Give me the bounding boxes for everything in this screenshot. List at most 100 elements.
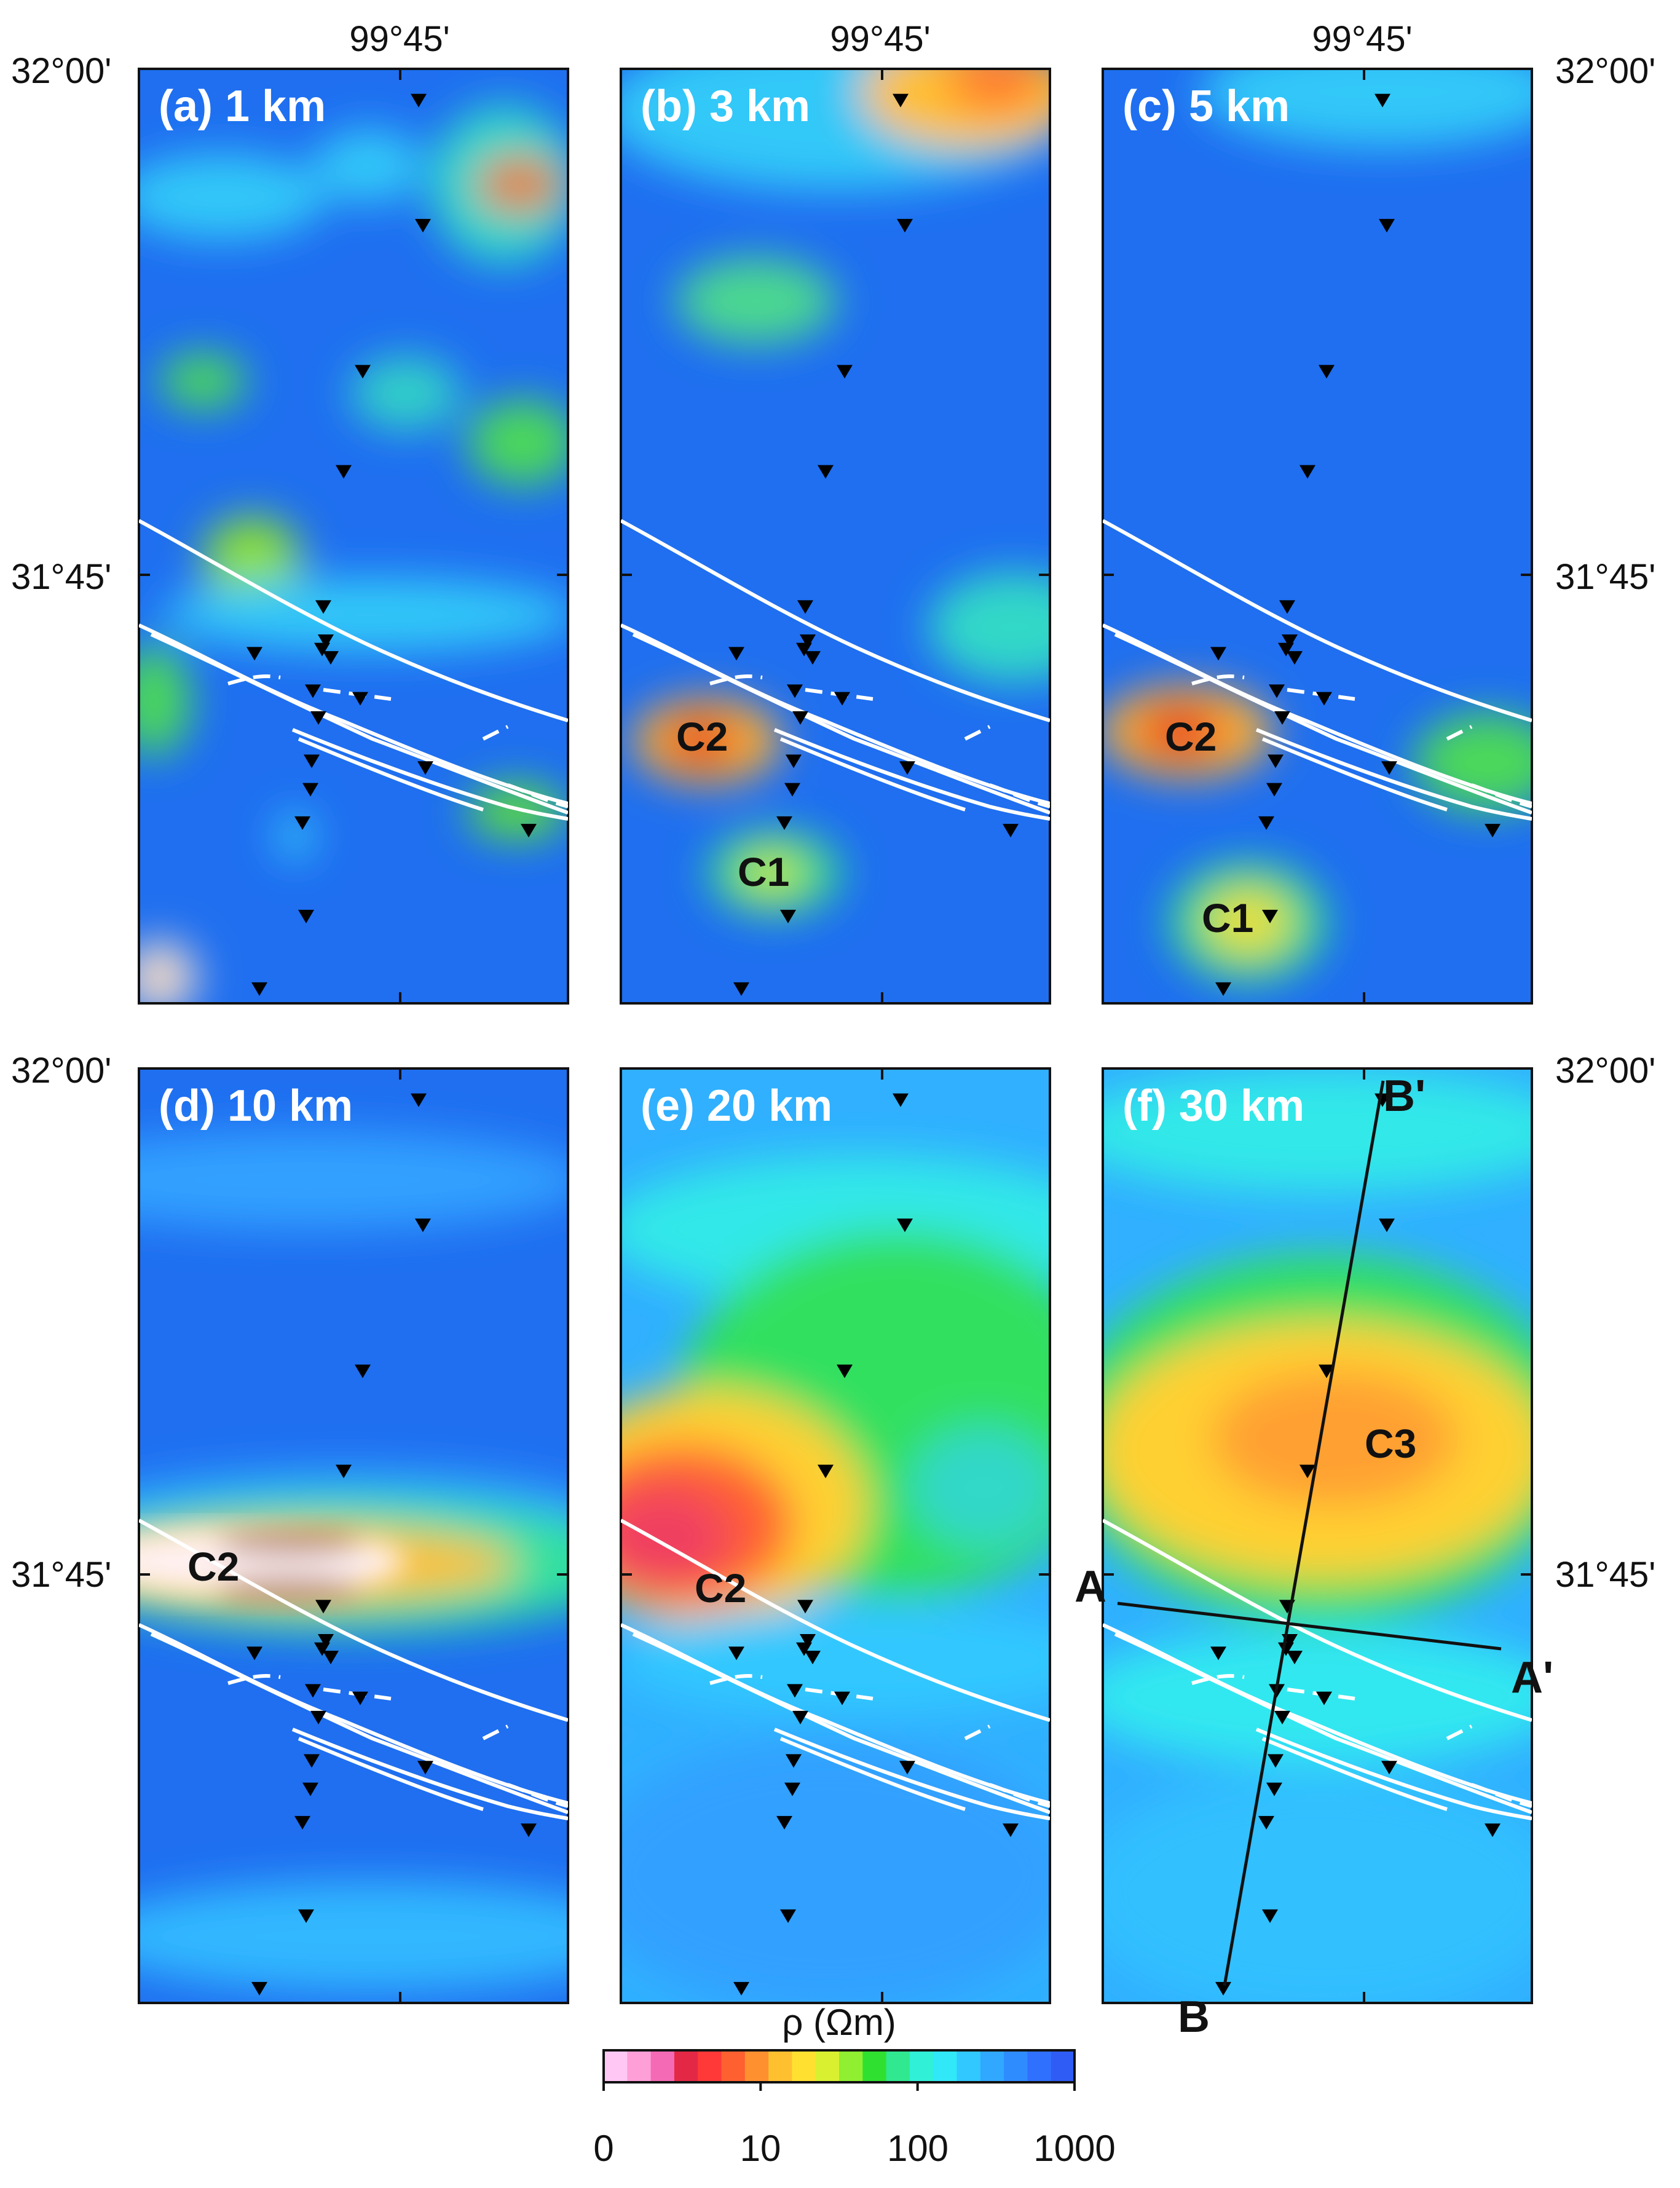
station-marker <box>110 539 126 552</box>
station-marker <box>1258 1815 1274 1830</box>
profile-b-start-label: B <box>1178 1993 1210 2042</box>
profile-line-a <box>1117 1602 1502 1651</box>
panel-d-label: (d) 10 km <box>159 1081 353 1131</box>
panel-e-overlay <box>621 1068 1050 2003</box>
latitude-label-right-mid-2: 31°45' <box>1555 1555 1656 1595</box>
colorbar-swatch <box>815 2050 840 2082</box>
latitude-label-left-mid: 31°45' <box>11 557 112 597</box>
station-marker <box>298 909 314 923</box>
station-marker <box>415 1218 431 1233</box>
station-marker <box>415 219 431 233</box>
station-marker <box>323 651 339 665</box>
station-marker <box>797 1600 813 1614</box>
station-marker <box>899 761 915 775</box>
station-marker <box>1268 1754 1284 1768</box>
fault-trace <box>1114 1632 1532 1814</box>
fault-trace <box>964 1724 991 1740</box>
station-marker <box>1299 465 1315 479</box>
station-marker <box>1278 642 1294 657</box>
colorbar <box>602 2049 1076 2091</box>
fault-trace <box>621 1623 1050 1805</box>
latitude-label-right-top-2: 32°00' <box>1555 1051 1656 1091</box>
fault-trace <box>507 1783 568 1808</box>
station-marker <box>355 1364 371 1378</box>
station-marker <box>298 1909 314 1923</box>
fault-trace <box>1103 519 1532 722</box>
colorbar-swatch <box>792 2050 816 2082</box>
fault-trace <box>139 519 568 722</box>
station-marker <box>1266 783 1282 797</box>
fault-trace <box>632 1632 1050 1814</box>
station-marker <box>796 642 812 657</box>
station-marker <box>302 783 318 797</box>
station-marker <box>1316 692 1332 706</box>
fault-trace <box>1471 783 1532 808</box>
fault-trace <box>964 725 991 741</box>
station-marker <box>1003 824 1019 838</box>
station-marker <box>837 1364 853 1378</box>
latitude-label-right-top: 32°00' <box>1555 51 1656 91</box>
station-marker <box>251 982 267 996</box>
station-marker <box>1274 1710 1290 1724</box>
station-marker <box>1274 711 1290 725</box>
panel-a-label: (a) 1 km <box>159 82 326 131</box>
panel-f-label: (f) 30 km <box>1122 1081 1305 1131</box>
anomaly-label-d-c2: C2 <box>187 1544 240 1589</box>
station-marker <box>521 824 537 838</box>
fault-trace <box>1446 725 1473 741</box>
colorbar-tick-100: 100 <box>886 2128 949 2169</box>
station-marker <box>314 642 330 657</box>
colorbar-swatch <box>839 2050 863 2082</box>
station-marker <box>1279 600 1295 614</box>
colorbar-swatch <box>721 2050 746 2082</box>
fault-trace <box>989 783 1050 808</box>
station-marker <box>1316 1691 1332 1705</box>
panel-d-overlay <box>139 1068 568 2003</box>
station-marker <box>315 600 331 614</box>
station-marker <box>323 1651 339 1665</box>
colorbar-swatch <box>768 2050 792 2082</box>
station-marker <box>796 1642 812 1656</box>
station-marker <box>1379 1218 1395 1233</box>
station-marker <box>1287 651 1303 665</box>
fault-trace <box>291 728 568 821</box>
fault-trace <box>482 725 509 741</box>
fault-trace <box>621 623 1050 805</box>
panel-d-map <box>139 1068 568 2003</box>
station-marker <box>792 1710 808 1724</box>
station-marker <box>246 1646 262 1661</box>
station-marker <box>893 1093 909 1107</box>
fault-trace <box>1261 1737 1448 1811</box>
station-marker <box>897 219 913 233</box>
colorbar-swatch <box>1004 2050 1028 2082</box>
profile-a-end-label: A' <box>1511 1653 1554 1702</box>
fault-trace <box>291 1728 568 1820</box>
colorbar-tick-1000: 1000 <box>1033 2128 1116 2169</box>
station-marker <box>1282 634 1298 648</box>
station-marker <box>1215 1981 1231 1996</box>
panel-b-overlay <box>621 69 1050 1003</box>
fault-trace <box>1471 1783 1532 1808</box>
station-marker <box>818 465 834 479</box>
station-marker <box>355 365 371 379</box>
panel-f-map <box>1103 1068 1532 2003</box>
station-marker <box>305 684 321 698</box>
station-marker <box>1287 1651 1303 1665</box>
profile-a-start-label: A <box>1075 1562 1106 1611</box>
station-marker <box>521 1823 537 1838</box>
station-marker <box>786 754 802 768</box>
station-marker <box>314 1642 330 1656</box>
fault-trace <box>150 1632 568 1814</box>
station-marker <box>1319 365 1335 379</box>
colorbar-title: ρ (Ωm) <box>782 2002 896 2043</box>
fault-trace <box>989 1783 1050 1808</box>
station-marker <box>728 647 744 661</box>
panel-c-overlay <box>1103 69 1532 1003</box>
longitude-label-3: 99°45' <box>1312 19 1413 59</box>
station-marker <box>304 1754 320 1768</box>
fault-trace <box>621 519 1050 722</box>
station-marker <box>1269 684 1285 698</box>
fault-trace <box>482 1724 509 1740</box>
fault-trace <box>773 1728 1050 1820</box>
station-marker <box>310 1710 326 1724</box>
